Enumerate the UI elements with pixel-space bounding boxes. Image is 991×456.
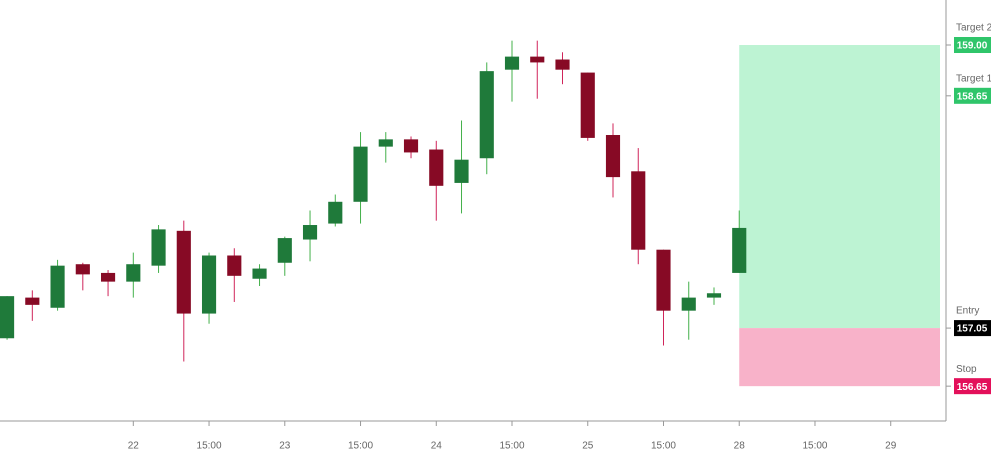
candle-body: [353, 146, 368, 202]
candle-body: [25, 297, 40, 305]
x-tick-label: 24: [431, 441, 443, 451]
candle-body: [732, 227, 747, 273]
level-badge: [954, 378, 991, 395]
candle-body: [555, 59, 570, 70]
level-name: Entry: [956, 306, 979, 317]
level-badge: [954, 320, 991, 337]
level-value: 157.05: [957, 324, 988, 335]
candle-body: [252, 268, 267, 279]
x-tick-label: 15:00: [197, 441, 222, 451]
candle-body: [328, 201, 343, 224]
candle-body: [706, 293, 722, 298]
candle-body: [75, 264, 90, 275]
loss-zone: [739, 328, 940, 387]
candle-body: [176, 230, 191, 314]
candle-body: [378, 139, 393, 147]
x-tick-label: 15:00: [651, 441, 676, 451]
candle-body: [580, 72, 595, 138]
level-value: 156.65: [957, 382, 988, 393]
candle-body: [479, 71, 494, 159]
candle-body: [0, 296, 15, 339]
level-value: 159.00: [957, 41, 988, 52]
candle-body: [126, 264, 141, 282]
candle-body: [100, 272, 116, 282]
level-name: Target 1: [956, 73, 991, 84]
candle-body: [656, 249, 671, 311]
candle-body: [530, 56, 545, 63]
x-tick-label: 25: [582, 441, 594, 451]
candle-body: [277, 238, 292, 263]
candle-body: [429, 149, 444, 186]
candle-body: [504, 56, 520, 70]
x-tick-label: 29: [885, 441, 897, 451]
x-tick-label: 15:00: [499, 441, 524, 451]
level-value: 158.65: [957, 91, 988, 102]
candle-body: [454, 159, 469, 183]
x-tick-label: 15:00: [802, 441, 827, 451]
x-tick-label: 23: [279, 441, 291, 451]
profit-zone: [739, 45, 940, 329]
candle-body: [403, 139, 419, 153]
x-tick-label: 22: [128, 441, 140, 451]
x-tick-label: 15:00: [348, 441, 373, 451]
level-badge: [954, 37, 991, 54]
candle-body: [201, 255, 217, 314]
x-tick-label: 28: [734, 441, 746, 451]
candle-body: [605, 135, 621, 178]
candle-body: [631, 171, 646, 250]
candle-body: [151, 229, 166, 266]
level-name: Target 2: [956, 23, 991, 34]
candle-body: [50, 265, 65, 308]
candle-body: [302, 225, 318, 240]
level-name: Stop: [956, 364, 977, 375]
candle-body: [227, 255, 242, 276]
candle-body: [681, 297, 696, 311]
level-badge: [954, 87, 991, 104]
